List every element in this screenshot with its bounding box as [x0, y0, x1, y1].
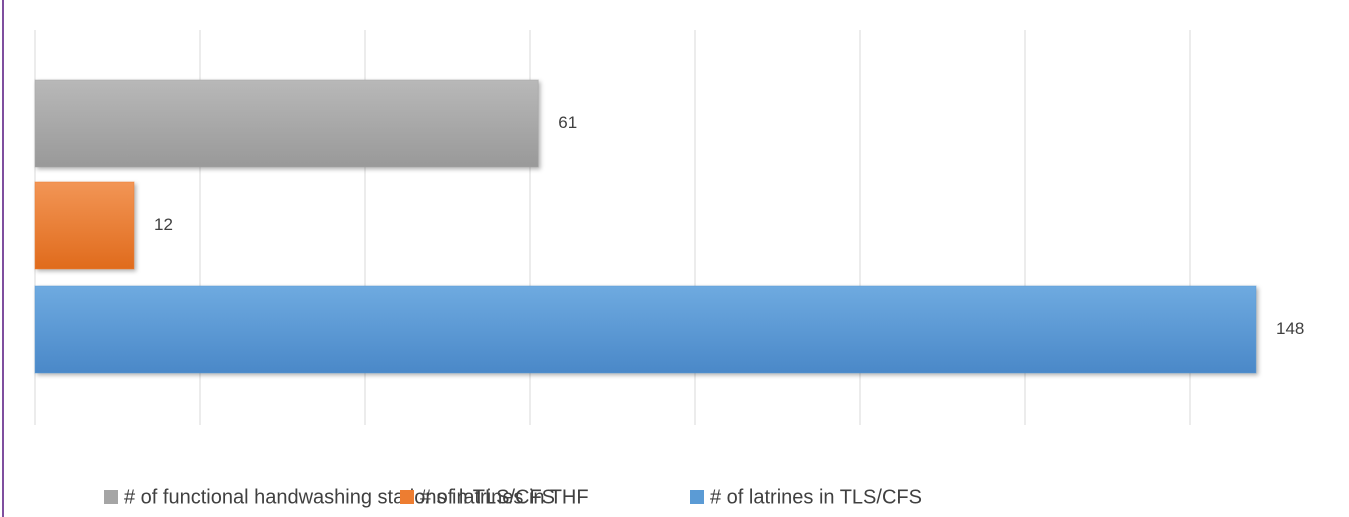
legend-swatch [104, 490, 118, 504]
bar [34, 79, 539, 168]
bar [34, 285, 1257, 374]
legend-label: # of latrines in THF [420, 486, 589, 508]
legend-swatch [400, 490, 414, 504]
legend-label: # of functional handwashing stations in … [124, 486, 555, 508]
data-label: 12 [154, 215, 173, 234]
legend-label: # of latrines in TLS/CFS [710, 486, 922, 508]
legend-swatch [690, 490, 704, 504]
bar [34, 181, 135, 270]
data-label: 148 [1276, 319, 1304, 338]
data-label: 61 [558, 113, 577, 132]
